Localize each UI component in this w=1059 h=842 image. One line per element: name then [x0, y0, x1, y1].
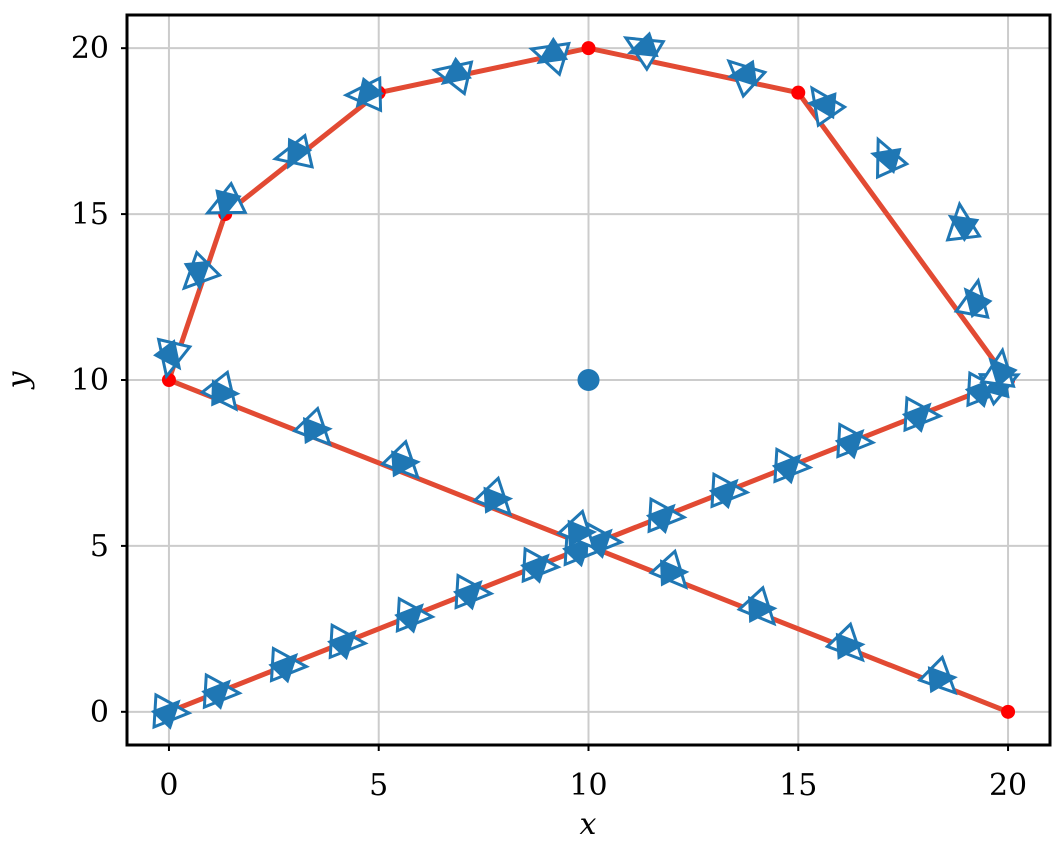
direction-marker [708, 471, 751, 510]
direction-marker [204, 180, 248, 221]
marker-fill [303, 417, 333, 445]
direction-marker [268, 646, 310, 684]
marker-fill [215, 189, 242, 221]
marker-fill [391, 450, 421, 478]
direction-marker [953, 277, 993, 319]
point [791, 85, 806, 100]
direction-marker [916, 654, 958, 696]
direction-marker [150, 692, 193, 730]
marker-fill [726, 59, 758, 87]
direction-marker [834, 422, 877, 460]
direction-marker [394, 596, 436, 634]
x-tick-label: 20 [989, 768, 1027, 803]
marker-fill [201, 679, 231, 710]
marker-fill [835, 632, 866, 660]
point [577, 369, 600, 391]
direction-marker [824, 621, 866, 663]
marker-fill [748, 595, 778, 624]
direction-marker [153, 337, 193, 380]
y-tick-label: 20 [71, 31, 109, 66]
marker-fill [927, 666, 958, 694]
marker-fill [626, 31, 659, 58]
direction-marker [291, 405, 333, 447]
direction-marker [870, 136, 910, 180]
direction-marker [979, 346, 1018, 388]
y-tick-label: 0 [90, 695, 109, 730]
direction-marker [806, 85, 848, 128]
direction-marker [199, 369, 241, 412]
x-tick-label: 15 [779, 768, 817, 803]
marker-fill [355, 76, 385, 108]
direction-marker [528, 36, 571, 77]
x-tick-label: 0 [159, 768, 178, 803]
marker-fill [901, 402, 932, 433]
direction-marker [472, 475, 514, 517]
direction-marker [622, 31, 666, 72]
y-tick-label: 5 [90, 529, 109, 564]
marker-fill [452, 580, 483, 611]
point [581, 41, 596, 56]
direction-marker [452, 573, 495, 611]
marker-fill [988, 357, 1018, 388]
marker-fill [287, 137, 313, 170]
marker-fill [963, 287, 993, 319]
marker-fill [440, 56, 472, 85]
direction-marker [520, 546, 562, 584]
direction-marker [771, 447, 814, 485]
plot-area [150, 31, 1021, 730]
x-tick-label: 5 [369, 768, 388, 803]
direction-marker [648, 548, 690, 590]
direction-marker [271, 132, 315, 170]
direction-marker [645, 496, 688, 535]
direction-marker [556, 508, 598, 550]
marker-fill [150, 699, 181, 730]
marker-fill [153, 339, 182, 371]
marker-fill [183, 260, 211, 291]
y-axis-label: y [1, 370, 36, 390]
direction-marker [901, 395, 944, 433]
marker-fill [268, 653, 299, 684]
direction-marker [327, 622, 369, 661]
marker-fill [567, 519, 598, 547]
marker-fill [583, 528, 613, 559]
marker-fill [520, 553, 550, 584]
marker-fill [394, 603, 424, 634]
direction-marker [736, 585, 778, 627]
marker-fill [870, 147, 902, 175]
direction-marker [342, 75, 385, 113]
marker-fill [947, 214, 980, 242]
marker-fill [660, 559, 690, 587]
marker-fill [708, 478, 739, 510]
marker-fill [834, 429, 865, 460]
point [1001, 704, 1016, 719]
marker-fill [806, 92, 837, 120]
marker-fill [327, 629, 357, 661]
marker-fill [211, 379, 241, 407]
direction-marker [181, 249, 223, 291]
marker-fill [483, 486, 514, 514]
marker-fill [771, 453, 802, 485]
y-tick-label: 15 [71, 197, 109, 232]
direction-marker [431, 56, 474, 97]
marker-fill [536, 36, 569, 65]
direction-marker [945, 200, 982, 242]
direction-marker [726, 58, 768, 99]
direction-marker [379, 439, 421, 480]
marker-fill [645, 503, 676, 535]
direction-marker [201, 672, 243, 710]
y-tick-label: 10 [71, 363, 109, 398]
x-tick-label: 10 [569, 768, 607, 803]
x-axis-label: x [580, 807, 597, 842]
